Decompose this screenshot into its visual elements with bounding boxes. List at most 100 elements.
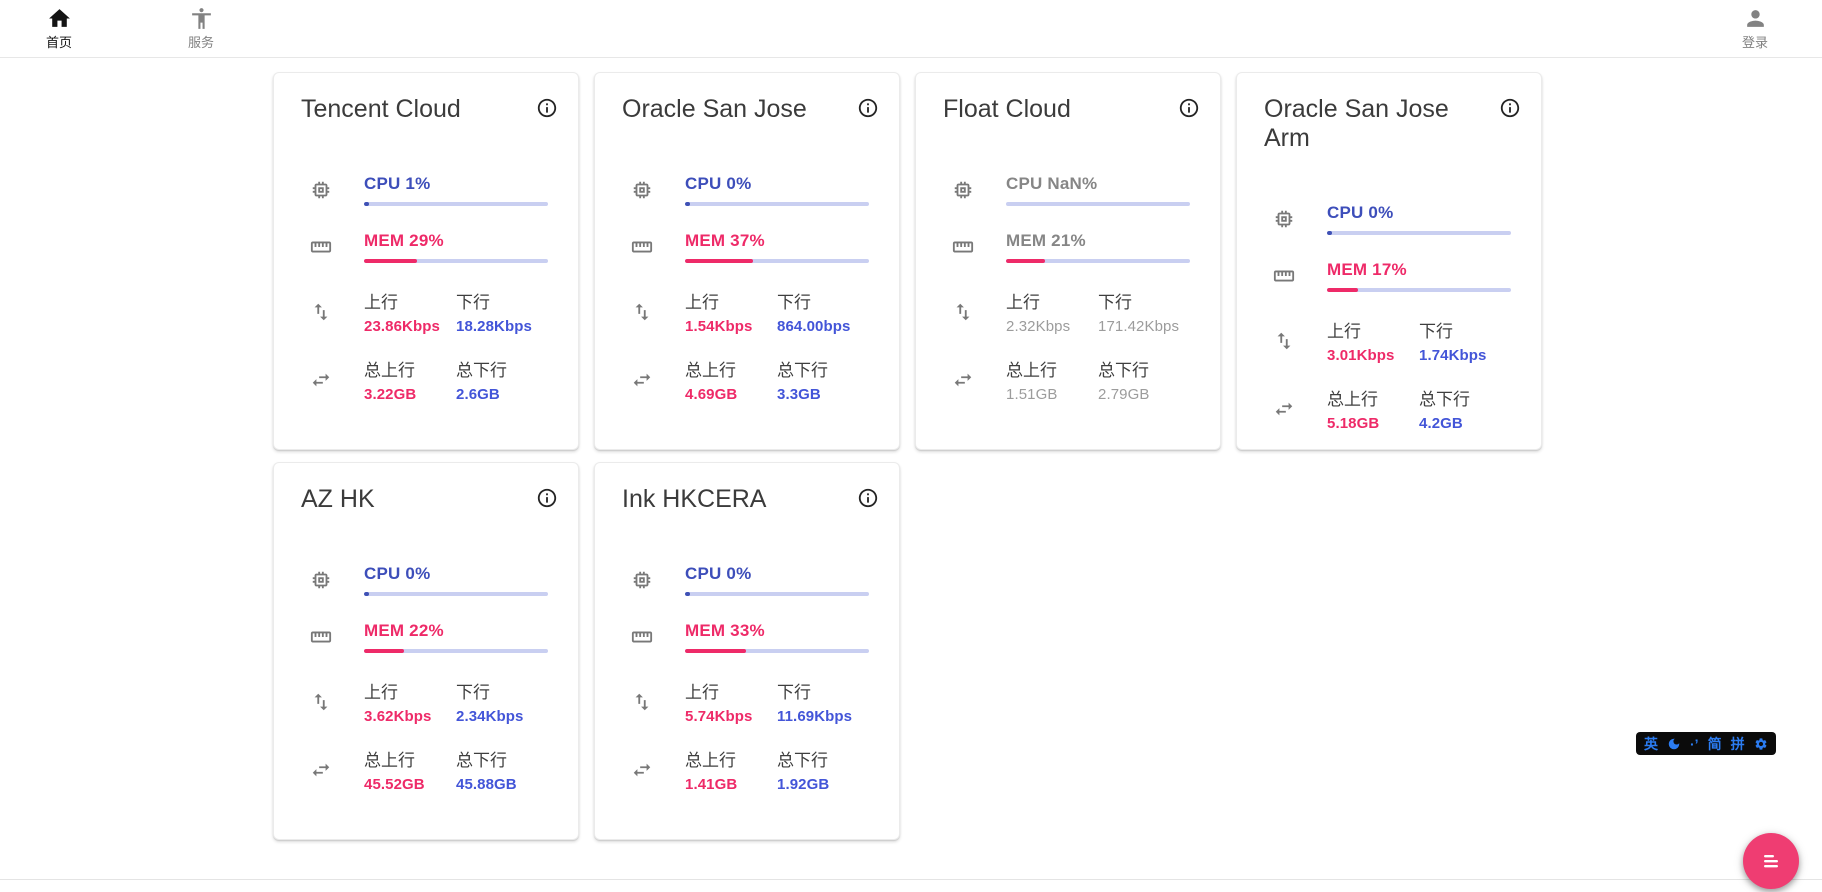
speed-row: 上行 5.74Kbps 下行 11.69Kbps <box>595 678 899 725</box>
ime-language-toggle[interactable]: 英 <box>1644 735 1658 752</box>
server-name: Float Cloud <box>943 95 1071 123</box>
memory-ruler-icon <box>952 236 1006 258</box>
memory-ruler-icon <box>631 236 685 258</box>
total-download-label: 总下行 <box>1098 361 1149 380</box>
total-upload-value: 4.69GB <box>685 386 738 403</box>
total-download-label: 总下行 <box>1419 390 1470 409</box>
server-name: AZ HK <box>301 485 375 513</box>
download-value: 18.28Kbps <box>456 318 532 335</box>
cpu-row: CPU 0% <box>595 564 899 596</box>
total-row: 总上行 5.18GB 总下行 4.2GB <box>1237 385 1541 432</box>
nav-item-label: 首页 <box>45 35 72 50</box>
upload-label: 上行 <box>1327 322 1361 341</box>
total-upload-label: 总上行 <box>1327 390 1378 409</box>
ime-charset-toggle[interactable]: 简 <box>1707 735 1722 752</box>
mem-progress-fill <box>364 259 418 263</box>
download-speed: 下行 2.34Kbps <box>456 678 548 725</box>
total-upload-label: 总上行 <box>1006 361 1057 380</box>
total-upload: 总上行 3.22GB <box>364 356 456 403</box>
server-name: Tencent Cloud <box>301 95 461 123</box>
cpu-row: CPU 1% <box>274 174 578 206</box>
total-upload: 总上行 45.52GB <box>364 746 456 793</box>
download-speed: 下行 864.00bps <box>777 288 869 335</box>
info-button[interactable] <box>857 97 879 119</box>
server-stats: CPU NaN% MEM 21% 上行 <box>916 174 1220 403</box>
upload-label: 上行 <box>364 683 398 702</box>
upload-label: 上行 <box>685 293 719 312</box>
mem-progress-bar <box>364 259 548 263</box>
total-row: 总上行 3.22GB 总下行 2.6GB <box>274 356 578 403</box>
mem-progress-fill <box>685 649 746 653</box>
mem-progress-bar <box>364 649 548 653</box>
cpu-progress-bar <box>364 592 548 596</box>
ime-toolbar: 英 ·’ 简 拼 <box>1636 732 1776 755</box>
info-icon <box>857 487 879 509</box>
mem-row: MEM 22% <box>274 621 578 653</box>
total-upload-label: 总上行 <box>685 751 736 770</box>
cpu-usage-label: CPU 0% <box>364 564 431 583</box>
nav-left-group: 首页 服务 <box>0 6 230 51</box>
info-button[interactable] <box>536 97 558 119</box>
upload-value: 5.74Kbps <box>685 708 753 725</box>
swap-vertical-icon <box>952 301 1006 323</box>
info-button[interactable] <box>1499 97 1521 119</box>
total-upload: 总上行 1.51GB <box>1006 356 1098 403</box>
speed-row: 上行 23.86Kbps 下行 18.28Kbps <box>274 288 578 335</box>
info-icon <box>857 97 879 119</box>
upload-value: 3.01Kbps <box>1327 347 1395 364</box>
mem-row: MEM 17% <box>1237 260 1541 292</box>
home-icon <box>47 6 72 31</box>
server-stats: CPU 0% MEM 33% 上行 <box>595 564 899 793</box>
total-download: 总下行 1.92GB <box>777 746 869 793</box>
upload-speed: 上行 23.86Kbps <box>364 288 456 335</box>
upload-label: 上行 <box>364 293 398 312</box>
cpu-chip-icon <box>631 569 685 591</box>
cpu-chip-icon <box>310 569 364 591</box>
speed-row: 上行 2.32Kbps 下行 171.42Kbps <box>916 288 1220 335</box>
server-list-fab[interactable] <box>1743 833 1799 889</box>
cpu-chip-icon <box>952 179 1006 201</box>
ime-settings-button[interactable] <box>1754 737 1768 751</box>
info-button[interactable] <box>857 487 879 509</box>
cpu-row: CPU NaN% <box>916 174 1220 206</box>
swap-horizontal-icon <box>952 369 1006 391</box>
info-icon <box>536 487 558 509</box>
info-button[interactable] <box>536 487 558 509</box>
download-value: 171.42Kbps <box>1098 318 1180 335</box>
total-download-label: 总下行 <box>456 751 507 770</box>
download-label: 下行 <box>1098 293 1132 312</box>
download-value: 11.69Kbps <box>777 708 853 725</box>
server-name: Oracle San Jose Arm <box>1264 95 1449 152</box>
mem-row: MEM 33% <box>595 621 899 653</box>
cpu-progress-fill <box>364 202 369 206</box>
mem-progress-bar <box>685 259 869 263</box>
nav-item-home[interactable]: 首页 <box>30 6 88 51</box>
total-download-value: 1.92GB <box>777 776 830 793</box>
mem-row: MEM 29% <box>274 231 578 263</box>
server-card: Float Cloud CPU NaN% <box>915 72 1221 450</box>
speed-row: 上行 1.54Kbps 下行 864.00bps <box>595 288 899 335</box>
ime-width-toggle[interactable] <box>1667 737 1681 751</box>
cpu-progress-bar <box>1006 202 1190 206</box>
server-card-header: Oracle San Jose Arm <box>1237 73 1541 153</box>
nav-item-services[interactable]: 服务 <box>172 6 230 51</box>
swap-horizontal-icon <box>631 759 685 781</box>
ime-method-indicator[interactable]: 拼 <box>1730 735 1745 752</box>
total-download-label: 总下行 <box>777 361 828 380</box>
info-button[interactable] <box>1178 97 1200 119</box>
total-download: 总下行 4.2GB <box>1419 385 1511 432</box>
list-icon <box>1759 849 1783 873</box>
mem-progress-fill <box>1006 259 1045 263</box>
mem-progress-fill <box>685 259 754 263</box>
mem-row: MEM 37% <box>595 231 899 263</box>
ime-punctuation-toggle[interactable]: ·’ <box>1690 735 1699 752</box>
total-row: 总上行 1.51GB 总下行 2.79GB <box>916 356 1220 403</box>
nav-item-label: 服务 <box>187 35 214 50</box>
nav-item-login[interactable]: 登录 <box>1726 6 1784 51</box>
upload-label: 上行 <box>1006 293 1040 312</box>
download-value: 864.00bps <box>777 318 851 335</box>
server-cards-grid: Tencent Cloud CPU 1% <box>273 72 1573 852</box>
total-download-value: 2.79GB <box>1098 386 1150 403</box>
total-download-value: 2.6GB <box>456 386 500 403</box>
speed-row: 上行 3.62Kbps 下行 2.34Kbps <box>274 678 578 725</box>
